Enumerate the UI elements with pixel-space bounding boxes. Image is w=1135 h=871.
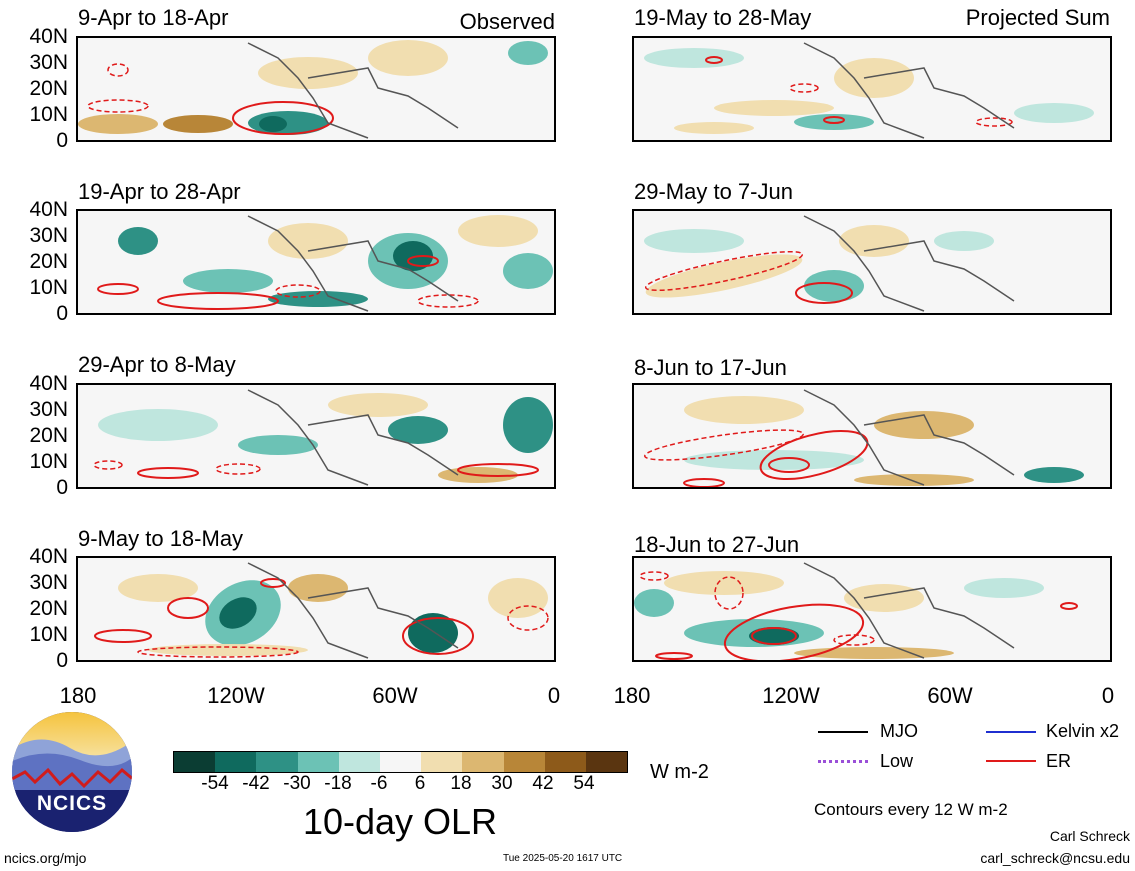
lon-label: 60W (372, 683, 418, 708)
colorbar-swatch (421, 752, 463, 772)
colorbar-swatches (173, 751, 628, 773)
colorbar-swatch (174, 752, 216, 772)
lat-label: 40N (29, 25, 68, 48)
panel-title: 19-May to 28-May (634, 5, 812, 30)
lat-label: 30N (29, 398, 68, 421)
colorbar-swatch (215, 752, 257, 772)
colorbar-unit: W m-2 (650, 761, 709, 783)
colorbar-swatch (585, 752, 628, 772)
panel-title: 9-Apr to 18-Apr (78, 5, 229, 30)
footer-timestamp: Tue 2025-05-20 1617 UTC (503, 853, 623, 864)
colorbar-swatch (297, 752, 339, 772)
olr-map (632, 209, 1112, 315)
colorbar-label: 6 (414, 773, 426, 794)
colorbar-label: 42 (532, 773, 554, 794)
panel-title: 8-Jun to 17-Jun (634, 355, 787, 380)
lat-label: 40N (29, 545, 68, 568)
colorbar-label: -54 (201, 773, 229, 794)
footer-author: Carl Schreck (1049, 828, 1130, 844)
lat-label: 10N (29, 623, 68, 646)
legend-line-er (986, 760, 1036, 762)
legend-line-mjo (818, 731, 868, 733)
lat-label: 30N (29, 224, 68, 247)
lon-label: 60W (927, 683, 973, 708)
colorbar-swatch (256, 752, 298, 772)
legend-line-kelvin (986, 731, 1036, 733)
legend-line-low (818, 760, 868, 763)
panel-tag: Projected Sum (965, 5, 1110, 30)
lat-label: 40N (29, 372, 68, 395)
chart-title: 10-day OLR (302, 801, 498, 842)
panel-tag: Observed (459, 9, 555, 34)
lat-label: 20N (29, 424, 68, 447)
olr-map (632, 556, 1112, 662)
lon-label: 120W (207, 683, 265, 708)
footer-email: carl_schreck@ncsu.edu (980, 850, 1130, 866)
panel-title: 18-Jun to 27-Jun (634, 532, 800, 557)
colorbar-label: -6 (370, 773, 388, 794)
colorbar-swatch (503, 752, 545, 772)
lon-label: 180 (59, 683, 97, 708)
lat-label: 0 (56, 302, 68, 325)
lon-label: 0 (1101, 683, 1115, 708)
olr-map (632, 383, 1112, 489)
contours-note: Contours every 12 W m-2 (814, 800, 1008, 819)
olr-map (76, 383, 556, 489)
lon-label: 180 (613, 683, 651, 708)
ncics-logo: NCICS (10, 710, 134, 834)
olr-map (632, 36, 1112, 142)
lon-label: 120W (762, 683, 820, 708)
colorbar-label: -30 (283, 773, 311, 794)
lat-label: 20N (29, 250, 68, 273)
lat-label: 30N (29, 51, 68, 74)
colorbar-label: 18 (450, 773, 472, 794)
logo-text: NCICS (36, 792, 108, 815)
colorbar-swatch (544, 752, 586, 772)
colorbar-swatch (462, 752, 504, 772)
lat-label: 30N (29, 571, 68, 594)
legend-label-er: ER (1046, 751, 1072, 771)
panel-title: 29-May to 7-Jun (634, 179, 793, 204)
lat-label: 10N (29, 450, 68, 473)
olr-map (76, 556, 556, 662)
lat-label: 0 (56, 649, 68, 672)
legend-label-low: Low (880, 751, 914, 771)
lat-label: 10N (29, 103, 68, 126)
panel-title: 29-Apr to 8-May (78, 352, 236, 377)
footer-url: ncics.org/mjo (4, 850, 87, 866)
olr-map (76, 209, 556, 315)
colorbar-swatch (338, 752, 380, 772)
panel-title: 9-May to 18-May (78, 526, 244, 551)
lat-label: 0 (56, 129, 68, 152)
colorbar-swatch (379, 752, 422, 772)
olr-map (76, 36, 556, 142)
lat-label: 40N (29, 198, 68, 221)
colorbar-label: 30 (491, 773, 513, 794)
panel-title: 19-Apr to 28-Apr (78, 179, 241, 204)
legend-label-kelvin: Kelvin x2 (1046, 721, 1120, 741)
lon-label: 0 (547, 683, 561, 708)
lat-label: 20N (29, 597, 68, 620)
lat-label: 0 (56, 476, 68, 499)
colorbar-label: -42 (242, 773, 270, 794)
colorbar-label: 54 (573, 773, 595, 794)
colorbar-label: -18 (324, 773, 352, 794)
legend-label-mjo: MJO (880, 721, 918, 741)
lat-label: 10N (29, 276, 68, 299)
lat-label: 20N (29, 77, 68, 100)
